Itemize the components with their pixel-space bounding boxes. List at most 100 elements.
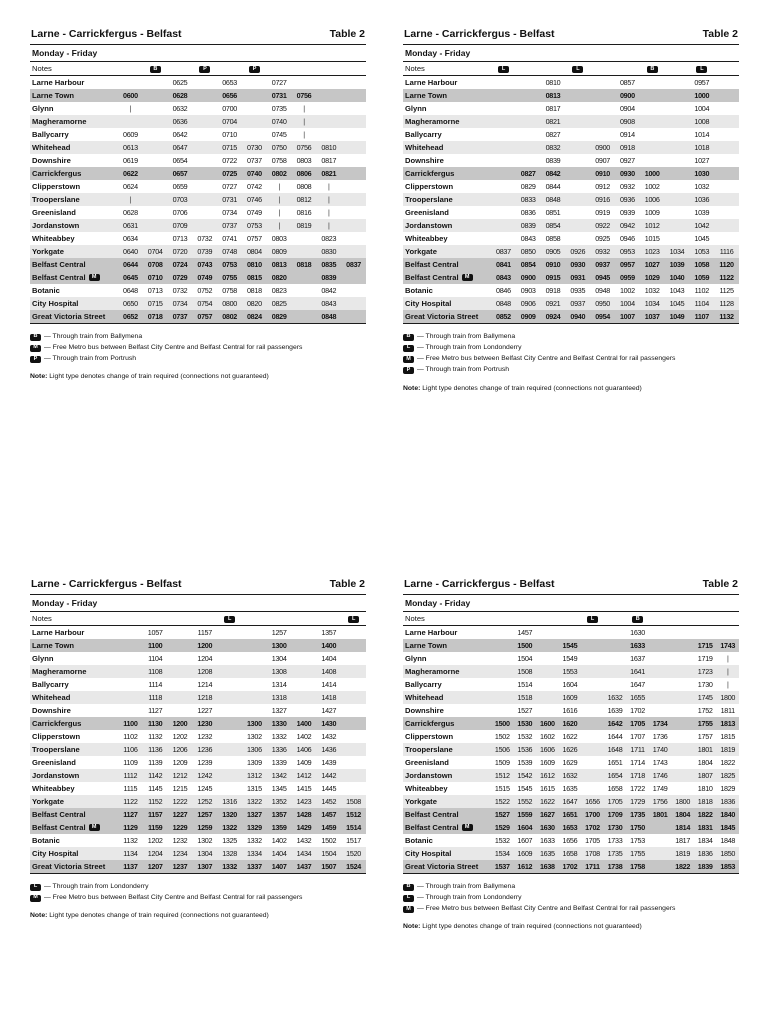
notes-label: Notes — [32, 614, 52, 623]
time-cell: 1252 — [197, 796, 213, 806]
time-cell: 0600 — [123, 90, 138, 100]
time-cell: 1522 — [494, 796, 510, 806]
empty-cell — [341, 313, 366, 320]
time-cell: 1819 — [720, 744, 736, 754]
time-cell: 1622 — [539, 796, 555, 806]
empty-cell — [665, 170, 690, 177]
station-name: Magheramorne — [405, 667, 460, 676]
time-cell: 0758 — [271, 155, 287, 165]
time-cell: 1215 — [172, 783, 188, 793]
time-cell: 0632 — [172, 103, 188, 113]
footnote-badge-m: M — [403, 355, 414, 363]
time-cell: 1542 — [517, 770, 533, 780]
empty-cell — [192, 209, 217, 216]
note-label: Note: — [30, 373, 48, 381]
time-cell: 1758 — [630, 861, 645, 871]
time-cell: 1642 — [607, 718, 623, 728]
empty-cell — [714, 196, 739, 203]
time-cell: 1651 — [562, 809, 578, 819]
time-cell: 0749 — [197, 272, 213, 282]
timetable-panel-top-right: Larne - Carrickfergus - Belfast Table 2 … — [403, 28, 739, 393]
time-cell: 1532 — [494, 835, 510, 845]
time-cell: 0720 — [172, 246, 188, 256]
station-name: Belfast Central — [32, 260, 86, 269]
time-cell: 1504 — [321, 848, 337, 858]
empty-cell — [491, 79, 516, 86]
notes-cell — [665, 64, 690, 73]
footnote-b: B — Through train from Ballymena — [30, 333, 366, 341]
note-badge-l: L — [572, 66, 584, 74]
time-cell: 1730 — [607, 822, 623, 832]
station-name: Ballycarry — [405, 130, 442, 139]
time-cell: 1023 — [644, 246, 660, 256]
station-name: Magheramorne — [32, 667, 87, 676]
station-name: Whitehead — [32, 693, 71, 702]
metro-bus-badge: M — [461, 274, 473, 281]
time-cell: 1630 — [630, 627, 645, 637]
empty-cell — [665, 118, 690, 125]
time-cell: 0946 — [619, 233, 635, 243]
time-cell: 0925 — [595, 233, 610, 243]
empty-cell — [292, 79, 317, 86]
station-row: Clipperstown 0829 0844 0912 0932 1002 1032 — [403, 180, 739, 193]
timetable-body: Larne Harbour 1057 1157 1257 1357 Larne Town 1… — [30, 626, 366, 874]
empty-cell — [665, 209, 690, 216]
time-cell: 1807 — [697, 770, 713, 780]
empty-cell — [217, 694, 242, 701]
empty-cell — [581, 720, 604, 727]
empty-cell — [536, 655, 559, 662]
notes-cell — [671, 614, 694, 623]
notes-cell — [516, 64, 541, 73]
time-cell: 1757 — [697, 731, 713, 741]
time-cell: 0812 — [296, 194, 312, 204]
time-cell: 1604 — [517, 822, 533, 832]
time-cell: 1202 — [172, 731, 188, 741]
empty-cell — [192, 92, 217, 99]
table-number: Table 2 — [702, 28, 738, 40]
notes-cell: L — [491, 64, 516, 74]
station-row: Downshire 1127 1227 1327 1427 — [30, 704, 366, 717]
time-cell: 0803 — [271, 233, 287, 243]
time-cell: 1330 — [271, 718, 287, 728]
footnote-badge-l: L — [30, 883, 41, 891]
time-cell: 1641 — [630, 666, 645, 676]
time-cell: 1836 — [720, 796, 736, 806]
time-cell: 1815 — [720, 731, 736, 741]
time-cell: 1107 — [694, 311, 710, 321]
time-cell: 0654 — [172, 155, 188, 165]
station-row: Ballycarry 1114 1214 1314 1414 — [30, 678, 366, 691]
note-badge-p: P — [248, 66, 260, 74]
time-cell: 0609 — [123, 129, 138, 139]
time-cell: 0710 — [222, 129, 237, 139]
time-cell: 0753 — [246, 220, 262, 230]
empty-cell — [714, 131, 739, 138]
time-cell: 0942 — [619, 220, 635, 230]
note-badge-b: B — [149, 66, 161, 74]
time-cell: 1801 — [697, 744, 713, 754]
time-cell: 0755 — [222, 272, 237, 282]
time-cell: 0935 — [570, 285, 586, 295]
note-label: Note: — [403, 384, 421, 392]
time-cell: 1702 — [585, 822, 600, 832]
route-title: Larne - Carrickfergus - Belfast — [31, 578, 182, 590]
station-row: Whitehead 0613 0647 0715 0730 0750 0756 0810 — [30, 141, 366, 154]
time-cell: 1157 — [197, 627, 213, 637]
time-cell: 1629 — [562, 757, 578, 767]
time-cell: 1200 — [197, 640, 213, 650]
station-row: Carrickfergus 1500 1530 1600 1620 1642 1705 173… — [403, 717, 739, 730]
time-cell: 1658 — [562, 848, 578, 858]
station-row: Larne Harbour 0625 0653 0727 — [30, 76, 366, 89]
empty-cell — [665, 131, 690, 138]
time-cell: 1400 — [321, 640, 337, 650]
time-cell: 0704 — [147, 246, 163, 256]
time-cell: 1814 — [675, 822, 691, 832]
time-cell: 0802 — [222, 311, 237, 321]
empty-cell — [192, 222, 217, 229]
time-cell: 1635 — [539, 848, 555, 858]
time-cell: 1755 — [630, 848, 645, 858]
station-name: Jordanstown — [405, 771, 453, 780]
footnote-m: M — Free Metro bus between Belfast City C… — [403, 355, 739, 363]
empty-cell — [217, 772, 242, 779]
empty-cell — [143, 105, 168, 112]
empty-cell — [341, 300, 366, 307]
